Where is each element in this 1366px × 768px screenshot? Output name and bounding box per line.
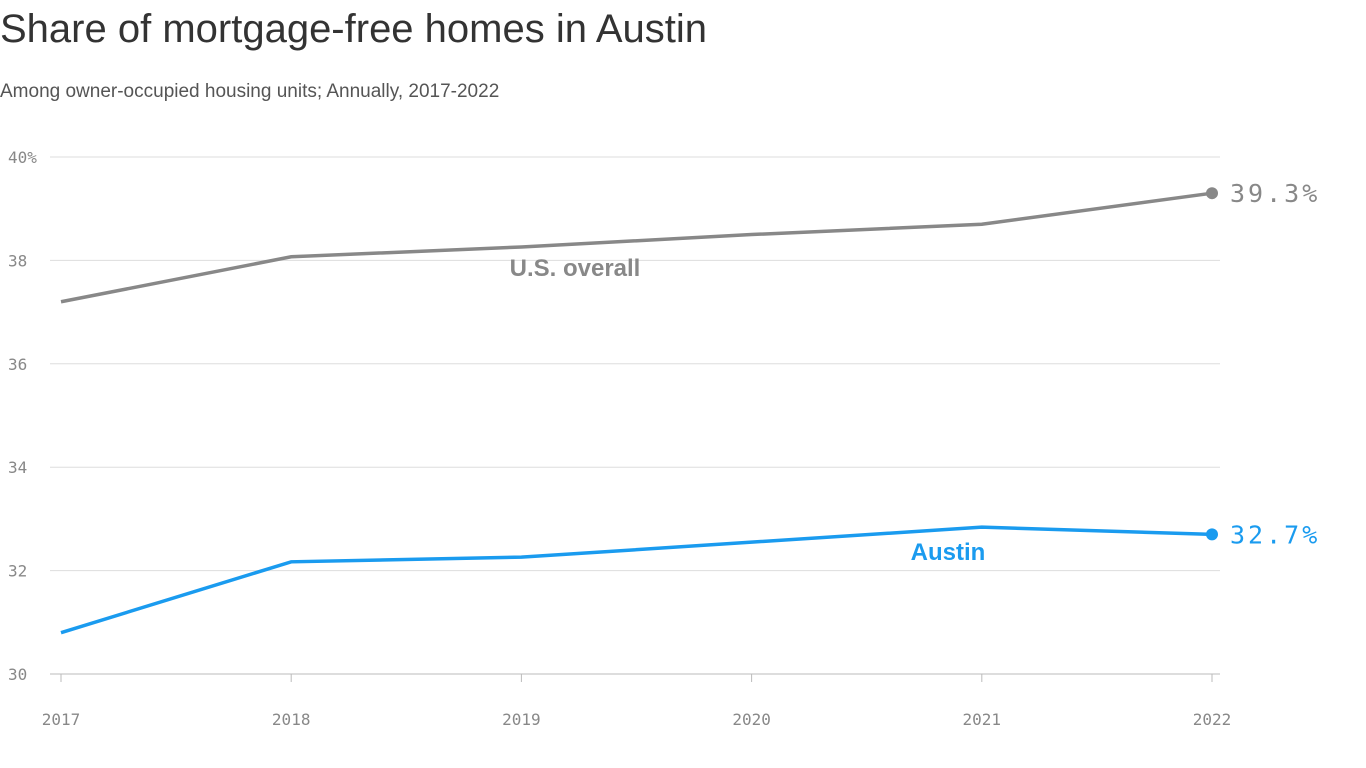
y-tick-label: 32 xyxy=(8,562,27,581)
chart-title: Share of mortgage-free homes in Austin xyxy=(0,7,707,51)
end-dot xyxy=(1206,528,1218,541)
x-tick-label: 2020 xyxy=(732,710,771,729)
y-tick-label: 36 xyxy=(8,355,27,374)
y-tick-label: 38 xyxy=(8,251,27,270)
line xyxy=(60,525,1213,635)
y-tick-label: 40% xyxy=(8,148,37,167)
x-tick-label: 2021 xyxy=(963,710,1002,729)
x-tick-label: 2022 xyxy=(1193,710,1232,729)
x-tick-label: 2017 xyxy=(42,710,81,729)
x-tick-label: 2019 xyxy=(502,710,541,729)
y-tick-label: 34 xyxy=(8,458,27,477)
x-tick-label: 2018 xyxy=(272,710,311,729)
y-tick-label: 30 xyxy=(8,665,27,684)
end-label: 32.7% xyxy=(1230,520,1320,549)
series-label: U.S. overall xyxy=(510,255,641,282)
end-label: 39.3% xyxy=(1230,179,1320,208)
chart-subtitle: Among owner-occupied housing units; Annu… xyxy=(0,81,499,102)
line xyxy=(60,191,1213,304)
end-dot xyxy=(1206,187,1218,200)
series-label: Austin xyxy=(911,539,986,566)
